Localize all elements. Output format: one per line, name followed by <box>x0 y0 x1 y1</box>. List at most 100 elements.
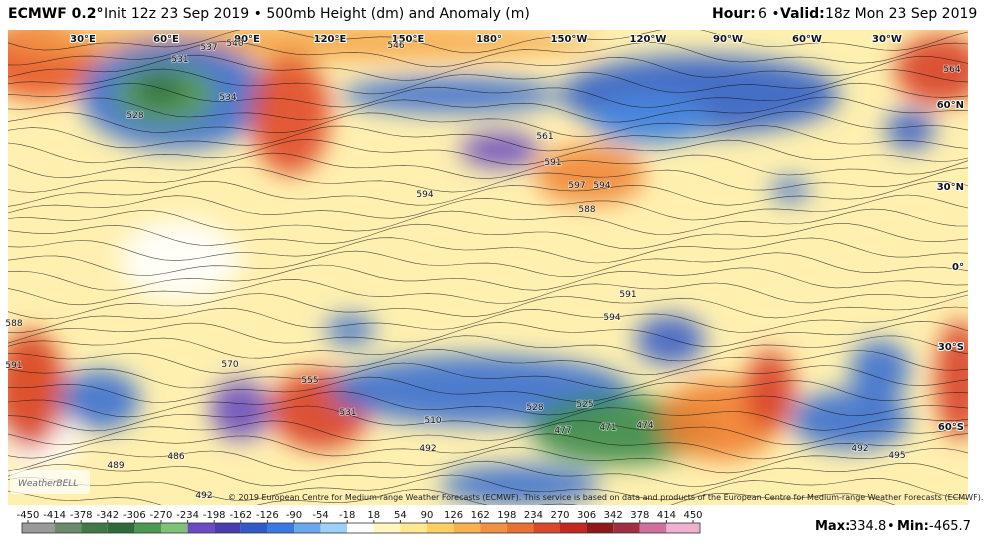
longitude-label: 150°W <box>551 34 588 45</box>
contour-line <box>8 111 968 138</box>
contour-label: 588 <box>5 319 22 329</box>
colorbar-tick-label: 306 <box>577 510 596 521</box>
colorbar-tick-label: -378 <box>70 510 93 521</box>
contour-label: 474 <box>636 421 653 431</box>
longitude-label: 120°W <box>630 34 667 45</box>
contour-label: 570 <box>221 360 238 370</box>
colorbar-segment <box>187 523 215 533</box>
contour-line <box>8 264 968 291</box>
contour-label: 555 <box>301 376 318 386</box>
longitude-label: 30°E <box>70 34 96 45</box>
contour-label: 531 <box>171 55 188 65</box>
colorbar-tick-label: 198 <box>497 510 516 521</box>
colorbar-tick-label: -126 <box>256 510 279 521</box>
contour-label: 537 <box>200 43 217 53</box>
colorbar-segment <box>320 523 348 533</box>
colorbar-tick-label: -414 <box>43 510 66 521</box>
contour-label: 510 <box>424 416 441 426</box>
colorbar-segment <box>107 523 135 533</box>
contour-line <box>8 488 896 505</box>
colorbar-tick-label: 234 <box>524 510 543 521</box>
colorbar-tick-label: -162 <box>229 510 252 521</box>
logo: WeatherBELL <box>18 479 78 489</box>
contour-line <box>8 348 968 376</box>
colorbar-segment <box>134 523 161 533</box>
contour-line <box>8 166 968 193</box>
longitude-label: 90°E <box>234 34 260 45</box>
colorbar-tick-label: 342 <box>604 510 623 521</box>
anomaly-blob <box>895 35 968 105</box>
contour-line <box>8 405 968 432</box>
contour-label: 597 <box>568 181 585 191</box>
colorbar-tick-label: 162 <box>471 510 490 521</box>
anomaly-blob <box>60 370 140 430</box>
contour-line <box>8 125 968 152</box>
contour-line <box>8 82 968 108</box>
colorbar-tick-label: -234 <box>176 510 199 521</box>
map-labels: 30°E 60°E 90°E 120°E 150°E 180° 150°W 120°W 90°W… <box>5 33 965 502</box>
latitude-label: 60°N <box>937 100 964 111</box>
contour-line <box>8 447 968 474</box>
longitude-label: 60°W <box>792 34 822 45</box>
contour-line <box>8 96 968 123</box>
colorbar: -450 -414 -378 -342 -306 -270 -234 -198 -162 -126… <box>17 510 703 534</box>
anomaly-blob <box>635 315 705 365</box>
colorbar-segment <box>347 523 374 533</box>
contour-line <box>8 237 968 264</box>
contour-label: 531 <box>339 408 356 418</box>
contour-label: 588 <box>578 205 595 215</box>
contour-line <box>8 320 968 348</box>
longitude-label: 150°E <box>392 34 425 45</box>
contour-label: 486 <box>167 452 184 462</box>
colorbar-segment <box>81 523 108 533</box>
anomaly-blob <box>340 77 560 113</box>
colorbar-tick-label: -18 <box>339 510 355 521</box>
contour-line <box>8 194 968 221</box>
contour-label: 492 <box>419 444 436 454</box>
colorbar-frame <box>21 522 701 534</box>
colorbar-tick-label: 450 <box>683 510 702 521</box>
colorbar-segment <box>161 523 188 533</box>
latitude-label: 30°N <box>937 182 964 193</box>
colorbar-segment <box>533 523 560 533</box>
colorbar-segment <box>666 523 700 533</box>
colorbar-segment <box>214 523 241 533</box>
contour-line <box>8 180 968 207</box>
contour-line <box>8 250 968 277</box>
contour-label: 591 <box>619 290 636 300</box>
anomaly-blob <box>885 110 935 150</box>
map <box>8 30 968 505</box>
contour-line <box>8 152 968 179</box>
colorbar-segment <box>267 523 294 533</box>
contour-line <box>8 420 968 446</box>
colorbar-tick-label: 270 <box>550 510 569 521</box>
colorbar-segment <box>400 523 427 533</box>
colorbar-tick-label: -270 <box>150 510 173 521</box>
colorbar-segment <box>560 523 587 533</box>
contour-label: 594 <box>593 181 610 191</box>
latitude-label: 0° <box>952 262 964 273</box>
latitude-label: 60°S <box>938 422 964 433</box>
max-value: 334.8 <box>849 519 886 534</box>
colorbar-segment <box>586 523 614 533</box>
anomaly-blob <box>535 145 645 205</box>
colorbar-tick-label: -54 <box>312 510 328 521</box>
colorbar-segment <box>54 523 82 533</box>
colorbar-segment <box>613 523 640 533</box>
contour-line <box>8 139 968 166</box>
logo-box <box>10 470 90 494</box>
latitude-label: 30°S <box>938 342 964 353</box>
anomaly-blob <box>935 320 968 440</box>
contour-label: 528 <box>526 403 543 413</box>
anomaly-blob <box>770 178 810 202</box>
anomaly-blob <box>8 330 65 450</box>
contour-line <box>8 460 968 487</box>
contour-line <box>8 293 968 320</box>
contour-line <box>8 68 968 95</box>
colorbar-segment <box>506 523 534 533</box>
valid-time: 18z Mon 23 Sep 2019 <box>825 6 977 22</box>
contour-label: 528 <box>126 111 143 121</box>
contour-label: 594 <box>416 190 433 200</box>
colorbar-tick-label: -342 <box>96 510 119 521</box>
